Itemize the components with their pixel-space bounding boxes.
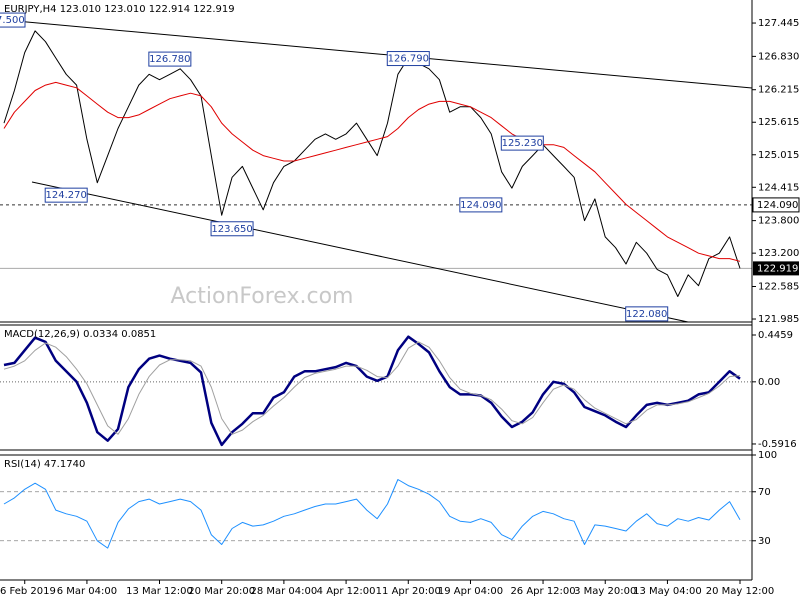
trend-line-lower	[31, 181, 689, 323]
y-tick-label: -0.5916	[758, 439, 797, 450]
price-annotation: 125.230	[502, 138, 543, 149]
x-tick-label: 6 Mar 04:00	[57, 586, 117, 597]
price-annotation: 126.780	[149, 54, 190, 65]
y-tick-label: 0.00	[758, 377, 780, 388]
trend-line-upper	[4, 19, 753, 89]
y-tick-label: 127.445	[758, 18, 799, 29]
panel-title: RSI(14) 47.1740	[4, 459, 85, 470]
series-line	[3, 341, 741, 435]
y-tick-label: 70	[758, 487, 771, 498]
y-tick-label: 0.4459	[758, 330, 793, 341]
x-tick-label: 4 Apr 12:00	[317, 586, 376, 597]
price-annotation-box	[0, 12, 26, 28]
y-tick-label: 30	[758, 536, 771, 547]
series-line	[3, 81, 741, 262]
price-annotation-box	[459, 197, 503, 213]
y-tick-label: 125.015	[758, 150, 799, 161]
y-tick-label: 126.215	[758, 85, 799, 96]
level-label-box	[752, 197, 800, 213]
price-annotation-box	[148, 51, 192, 67]
x-tick-label: 11 Apr 20:00	[376, 586, 441, 597]
last-price-label: 122.919	[757, 263, 798, 274]
x-tick-label: 26 Feb 2019	[0, 586, 56, 597]
y-tick-label: 126.830	[758, 51, 799, 62]
price-annotation: 124.270	[46, 190, 87, 201]
series-line	[3, 30, 741, 297]
series-line	[3, 479, 741, 549]
x-tick-label: 20 May 12:00	[706, 586, 775, 597]
price-annotation: 123.650	[211, 224, 252, 235]
panel-title: MACD(12,26,9) 0.0334 0.0851	[4, 329, 156, 340]
x-tick-label: 26 Apr 12:00	[510, 586, 575, 597]
x-tick-label: 19 Apr 04:00	[438, 586, 503, 597]
price-annotation-box	[500, 135, 544, 151]
level-label: 124.090	[757, 200, 798, 211]
price-annotation: 127.500	[0, 15, 25, 26]
x-tick-label: 20 Mar 20:00	[188, 586, 255, 597]
price-annotation-box	[44, 187, 88, 203]
overlay-layer: EURJPY,H4 123.010 123.010 122.914 122.91…	[0, 4, 800, 597]
x-tick-label: 13 May 04:00	[633, 586, 702, 597]
price-annotation-box	[386, 51, 430, 67]
watermark: ActionForex.com	[171, 284, 354, 309]
price-annotation-box	[625, 306, 669, 322]
y-tick-label: 124.415	[758, 182, 799, 193]
price-annotation: 122.080	[626, 309, 667, 320]
y-tick-label: 122.585	[758, 281, 799, 292]
x-tick-label: 3 May 20:00	[574, 586, 636, 597]
y-tick-label: 123.200	[758, 248, 799, 259]
plot-layer: ActionForex.com	[0, 30, 752, 549]
y-tick-label: 100	[758, 450, 777, 461]
price-annotation-box	[210, 221, 254, 237]
price-annotation: 126.790	[388, 54, 429, 65]
y-tick-label: 123.800	[758, 216, 799, 227]
panel-title: EURJPY,H4 123.010 123.010 122.914 122.91…	[4, 4, 235, 15]
y-tick-label: 125.615	[758, 117, 799, 128]
x-tick-label: 28 Mar 04:00	[250, 586, 317, 597]
series-line	[3, 335, 741, 447]
last-price-box	[753, 261, 799, 276]
y-tick-label: 121.985	[758, 314, 799, 325]
x-tick-label: 13 Mar 12:00	[126, 586, 193, 597]
price-annotation: 124.090	[460, 200, 501, 211]
